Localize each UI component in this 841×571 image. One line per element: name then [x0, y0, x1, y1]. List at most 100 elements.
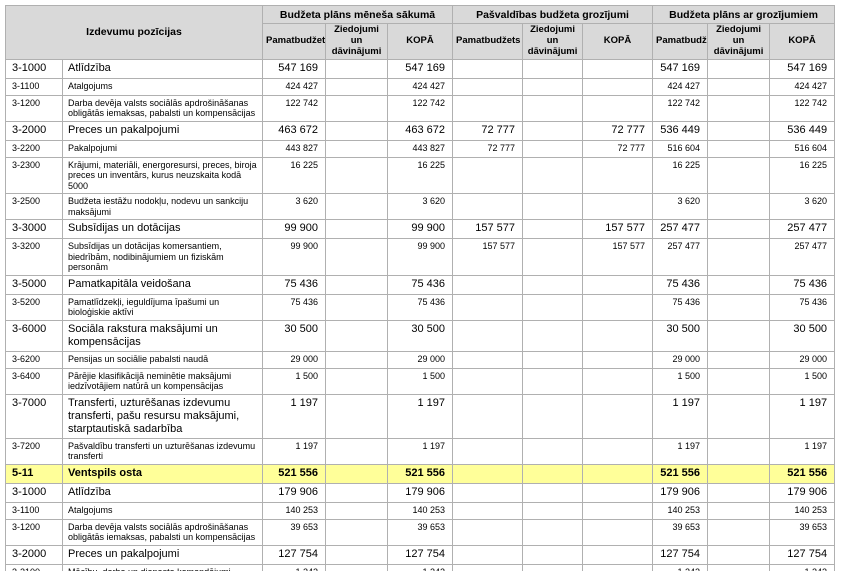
- table-row: 3-1100 Atalgojums 140 253 140 253 140 253 140…: [5, 501, 836, 520]
- cell-value: [325, 393, 389, 439]
- cell-value: [522, 437, 584, 465]
- row-name: Atlīdzība: [61, 58, 264, 79]
- cell-value: [522, 501, 584, 520]
- cell-value: 140 253: [769, 501, 836, 520]
- cell-value: 157 577: [582, 219, 654, 240]
- row-code: 3-7000: [5, 393, 63, 439]
- column-header-kopa-1: KOPĀ: [387, 23, 454, 60]
- cell-value: 463 672: [387, 120, 454, 141]
- cell-value: 3 620: [652, 193, 709, 221]
- table-row: 3-3200 Subsīdijas un dotācijas komersanti…: [5, 238, 836, 276]
- cell-value: 72 777: [452, 120, 524, 141]
- cell-value: [325, 482, 389, 503]
- row-name: Atalgojums: [61, 77, 264, 96]
- row-code: 5-11: [5, 463, 63, 484]
- cell-value: [522, 58, 584, 79]
- cell-value: [522, 293, 584, 321]
- cell-value: 424 427: [769, 77, 836, 96]
- column-header-ziedojumi-2: Ziedojumi un dāvinājumi: [522, 23, 584, 60]
- row-name: Pensijas un sociālie pabalsti naudā: [61, 350, 264, 369]
- row-name: Pašvaldību transferti un uzturēšanas izd…: [61, 437, 264, 465]
- cell-value: [452, 544, 524, 565]
- table-row: 3-2200 Pakalpojumi 443 827 443 827 72 777 72 …: [5, 139, 836, 158]
- cell-value: [582, 350, 654, 369]
- cell-value: 1 197: [387, 437, 454, 465]
- cell-value: 72 777: [452, 139, 524, 158]
- cell-value: 16 225: [262, 156, 327, 195]
- cell-value: 39 653: [769, 518, 836, 546]
- cell-value: [325, 463, 389, 484]
- cell-value: 75 436: [652, 293, 709, 321]
- cell-value: 75 436: [387, 274, 454, 295]
- cell-value: 127 754: [652, 544, 709, 565]
- cell-value: 29 000: [262, 350, 327, 369]
- cell-value: 30 500: [387, 319, 454, 352]
- cell-value: [522, 120, 584, 141]
- cell-value: 140 253: [387, 501, 454, 520]
- table-row: 3-1200 Darba devēja valsts sociālās apdro…: [5, 94, 836, 122]
- cell-value: 257 477: [769, 219, 836, 240]
- cell-value: 1 197: [652, 393, 709, 439]
- row-name: Budžeta iestāžu nodokļu, nodevu un sankc…: [61, 193, 264, 221]
- cell-value: [522, 482, 584, 503]
- cell-value: 1 242: [769, 563, 836, 571]
- cell-value: [522, 77, 584, 96]
- cell-value: 536 449: [769, 120, 836, 141]
- cell-value: [707, 393, 771, 439]
- cell-value: [707, 319, 771, 352]
- cell-value: 521 556: [387, 463, 454, 484]
- cell-value: [707, 501, 771, 520]
- cell-value: 72 777: [582, 120, 654, 141]
- header-group-row: Izdevumu pozīcijas Budžeta plāns mēneša …: [4, 5, 836, 60]
- table-row: 3-1000 Atlīdzība 547 169 547 169 547 169 547 …: [5, 58, 836, 79]
- row-code: 3-1200: [5, 94, 63, 122]
- cell-value: 39 653: [262, 518, 327, 546]
- cell-value: [522, 350, 584, 369]
- row-name: Subsīdijas un dotācijas komersantiem, bi…: [61, 238, 264, 276]
- column-header-kopa-2: KOPĀ: [582, 23, 654, 60]
- cell-value: 1 500: [652, 367, 709, 395]
- cell-value: [325, 544, 389, 565]
- row-name: Pārējie klasifikācijā neminētie maksājum…: [61, 367, 264, 395]
- cell-value: 179 906: [262, 482, 327, 503]
- cell-value: 16 225: [769, 156, 836, 195]
- cell-value: [582, 58, 654, 79]
- row-code: 3-6400: [5, 367, 63, 395]
- cell-value: 75 436: [769, 293, 836, 321]
- table-header: Izdevumu pozīcijas Budžeta plāns mēneša …: [4, 5, 836, 60]
- cell-value: [325, 94, 389, 122]
- cell-value: 463 672: [262, 120, 327, 141]
- cell-value: [522, 193, 584, 221]
- row-code: 3-2200: [5, 139, 63, 158]
- cell-value: 75 436: [769, 274, 836, 295]
- cell-value: 39 653: [387, 518, 454, 546]
- cell-value: [707, 193, 771, 221]
- cell-value: 424 427: [262, 77, 327, 96]
- cell-value: 1 242: [262, 563, 327, 571]
- cell-value: [522, 393, 584, 439]
- cell-value: [582, 544, 654, 565]
- cell-value: [452, 293, 524, 321]
- cell-value: 157 577: [582, 238, 654, 276]
- row-code: 3-1200: [5, 518, 63, 546]
- cell-value: 99 900: [262, 219, 327, 240]
- row-name: Preces un pakalpojumi: [61, 544, 264, 565]
- cell-value: [325, 563, 389, 571]
- cell-value: [707, 293, 771, 321]
- column-group-budget-plan-month-start: Budžeta plāns mēneša sākumā: [262, 5, 454, 24]
- cell-value: [522, 367, 584, 395]
- row-name: Sociāla rakstura maksājumi un kompensāci…: [61, 319, 264, 352]
- cell-value: 1 197: [769, 437, 836, 465]
- cell-value: 30 500: [262, 319, 327, 352]
- row-code: 3-2300: [5, 156, 63, 195]
- cell-value: 99 900: [387, 219, 454, 240]
- row-name: Preces un pakalpojumi: [61, 120, 264, 141]
- row-code: 3-2100: [5, 563, 63, 571]
- cell-value: 127 754: [769, 544, 836, 565]
- cell-value: 75 436: [262, 274, 327, 295]
- cell-value: 75 436: [387, 293, 454, 321]
- row-name: Pamatkapitāla veidošana: [61, 274, 264, 295]
- cell-value: 3 620: [769, 193, 836, 221]
- cell-value: 536 449: [652, 120, 709, 141]
